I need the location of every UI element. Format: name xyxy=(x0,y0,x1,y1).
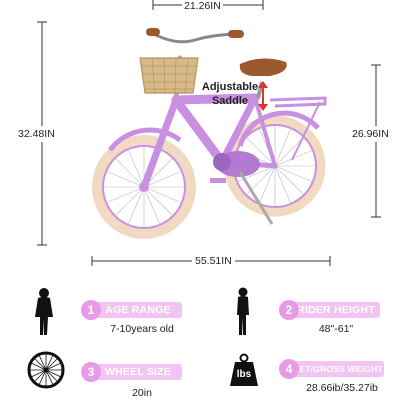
age-range-number: 1 xyxy=(81,300,101,320)
age-range-value: 7-10years old xyxy=(110,323,174,335)
seat-height-label: 26.96IN xyxy=(352,126,389,142)
rider-silhouette-icon xyxy=(237,287,249,335)
handlebar-width-label: 21.26IN xyxy=(182,0,223,12)
wheel-size-pill: WHEEL SIZE xyxy=(94,364,182,380)
overall-height-label: 32.48IN xyxy=(18,126,55,142)
basket xyxy=(139,57,199,94)
child-silhouette-icon xyxy=(35,288,53,335)
weight-value: 28.66ib/35.27ib xyxy=(306,382,378,394)
rider-height-pill: RIDER HEIGHT xyxy=(292,302,380,318)
rider-height-value: 48"-61" xyxy=(318,323,354,335)
weight-icon-text: lbs xyxy=(236,369,252,380)
length-label: 55.51IN xyxy=(192,255,235,267)
weight-pill: NET/GROSS WEIGHT xyxy=(292,361,384,377)
handlebar xyxy=(146,28,244,44)
age-range-pill: AGE RANGE xyxy=(94,302,182,318)
wheel-icon xyxy=(27,351,65,389)
wheel-size-number: 3 xyxy=(81,362,101,382)
wheel-size-value: 20in xyxy=(132,387,152,399)
weight-icon: lbs xyxy=(229,353,259,387)
adjustable-saddle-note: Adjustable Saddle xyxy=(198,80,262,108)
saddle-note-line1: Adjustable xyxy=(201,81,259,93)
rider-height-number: 2 xyxy=(279,300,299,320)
saddle-note-line2: Saddle xyxy=(211,95,249,107)
weight-number: 4 xyxy=(279,359,299,379)
